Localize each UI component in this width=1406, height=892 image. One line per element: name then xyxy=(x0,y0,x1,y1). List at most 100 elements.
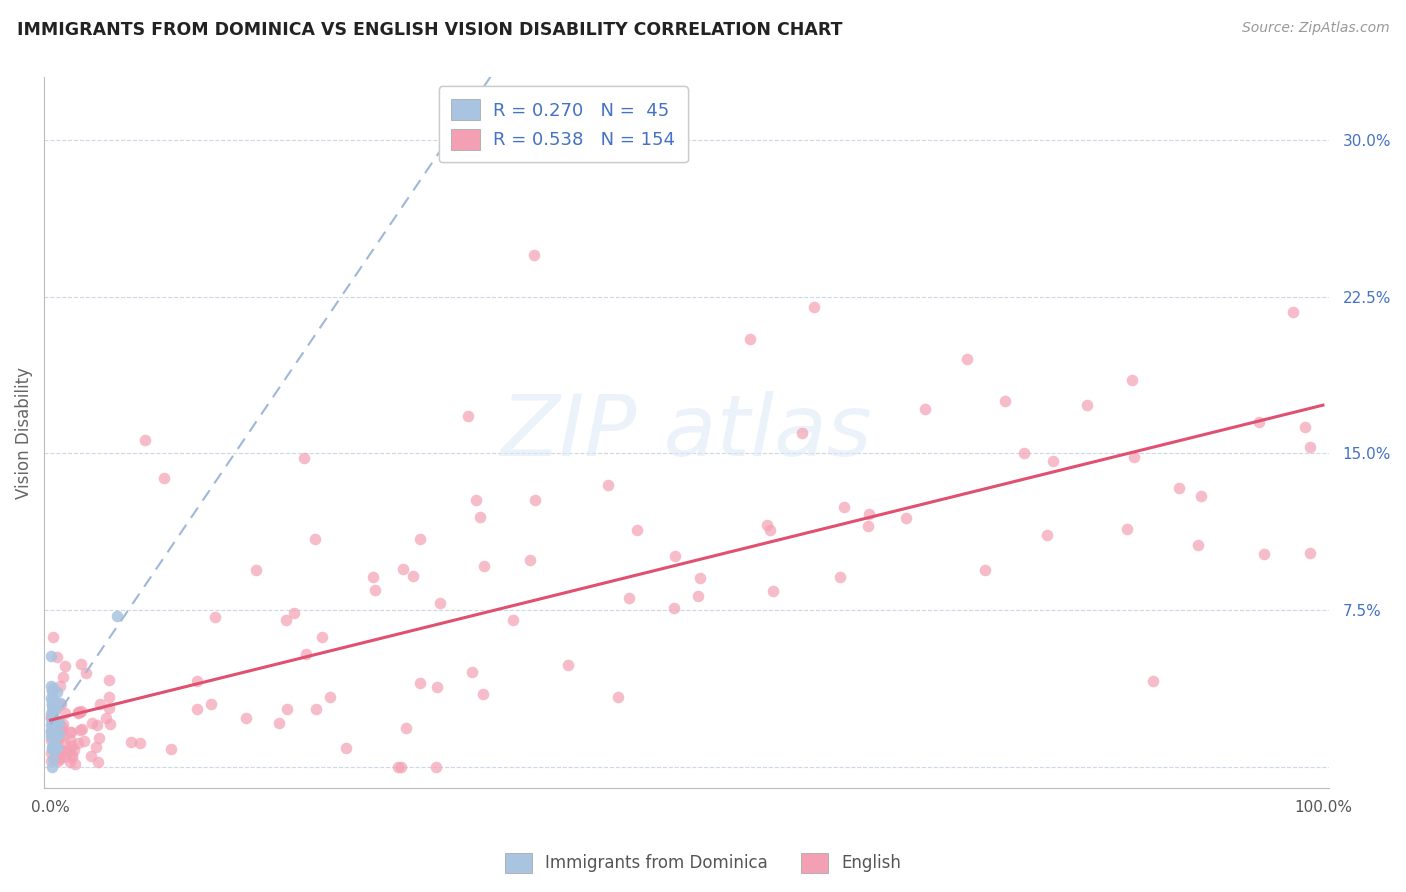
Point xyxy=(49,749,72,764)
Point xyxy=(973,563,995,577)
Point xyxy=(1282,304,1305,318)
Point xyxy=(69,723,91,738)
Point xyxy=(46,726,69,740)
Point xyxy=(311,630,333,644)
Point xyxy=(41,698,63,712)
Point xyxy=(41,742,63,756)
Point xyxy=(457,409,479,423)
Point xyxy=(387,760,409,774)
Point xyxy=(39,648,62,663)
Point xyxy=(39,707,62,722)
Point xyxy=(472,687,495,701)
Point xyxy=(464,493,486,508)
Point xyxy=(235,711,257,725)
Point xyxy=(46,732,69,747)
Point xyxy=(52,717,75,731)
Point xyxy=(159,742,181,756)
Point xyxy=(42,719,65,733)
Text: Source: ZipAtlas.com: Source: ZipAtlas.com xyxy=(1241,21,1389,35)
Point xyxy=(305,702,328,716)
Point xyxy=(472,559,495,574)
Point xyxy=(186,702,208,716)
Point xyxy=(364,583,387,598)
Point xyxy=(557,658,579,673)
Point xyxy=(41,727,63,741)
Point xyxy=(41,751,63,765)
Point xyxy=(44,717,66,731)
Point xyxy=(67,706,90,720)
Point xyxy=(48,754,70,768)
Point xyxy=(105,609,128,624)
Point xyxy=(48,697,70,711)
Point xyxy=(41,714,63,728)
Point xyxy=(858,507,880,521)
Point xyxy=(44,715,66,730)
Point xyxy=(60,749,83,764)
Point xyxy=(98,717,121,731)
Point xyxy=(87,731,110,745)
Point xyxy=(69,704,91,718)
Point xyxy=(361,570,384,584)
Point xyxy=(49,723,72,738)
Point xyxy=(502,613,524,627)
Legend: Immigrants from Dominica, English: Immigrants from Dominica, English xyxy=(498,847,908,880)
Point xyxy=(832,500,855,514)
Point xyxy=(82,715,104,730)
Point xyxy=(129,736,152,750)
Point xyxy=(626,523,648,537)
Point xyxy=(46,730,69,744)
Point xyxy=(59,755,82,769)
Point xyxy=(200,698,222,712)
Point xyxy=(523,248,546,262)
Point xyxy=(69,705,91,719)
Point xyxy=(44,720,66,734)
Point xyxy=(59,725,82,739)
Point xyxy=(1189,489,1212,503)
Point xyxy=(956,352,979,367)
Point xyxy=(686,590,709,604)
Point xyxy=(39,733,62,747)
Point xyxy=(617,591,640,606)
Point xyxy=(1253,547,1275,561)
Point xyxy=(461,665,484,679)
Point xyxy=(662,600,685,615)
Point xyxy=(276,701,298,715)
Point xyxy=(607,690,630,704)
Point xyxy=(740,332,762,346)
Point xyxy=(120,735,142,749)
Point xyxy=(44,740,66,755)
Point xyxy=(186,674,208,689)
Point xyxy=(1036,528,1059,542)
Point xyxy=(41,704,63,718)
Point xyxy=(75,666,97,681)
Point xyxy=(48,726,70,740)
Point xyxy=(409,676,432,690)
Point xyxy=(39,711,62,725)
Point xyxy=(402,569,425,583)
Y-axis label: Vision Disability: Vision Disability xyxy=(15,367,32,499)
Point xyxy=(758,523,780,537)
Point xyxy=(689,571,711,585)
Point xyxy=(756,518,779,533)
Point xyxy=(45,741,67,756)
Point xyxy=(276,613,298,627)
Point xyxy=(98,673,121,687)
Point xyxy=(39,724,62,739)
Point xyxy=(42,697,65,711)
Point xyxy=(392,562,415,576)
Point xyxy=(97,690,120,704)
Point xyxy=(51,698,73,712)
Point xyxy=(42,712,65,726)
Point xyxy=(42,681,65,696)
Point xyxy=(48,741,70,756)
Point xyxy=(70,722,93,736)
Point xyxy=(1012,446,1035,460)
Point xyxy=(45,649,67,664)
Point xyxy=(48,752,70,766)
Point xyxy=(803,300,825,314)
Point xyxy=(94,711,117,725)
Point xyxy=(41,697,63,711)
Point xyxy=(304,533,326,547)
Point xyxy=(53,706,76,720)
Point xyxy=(1294,419,1316,434)
